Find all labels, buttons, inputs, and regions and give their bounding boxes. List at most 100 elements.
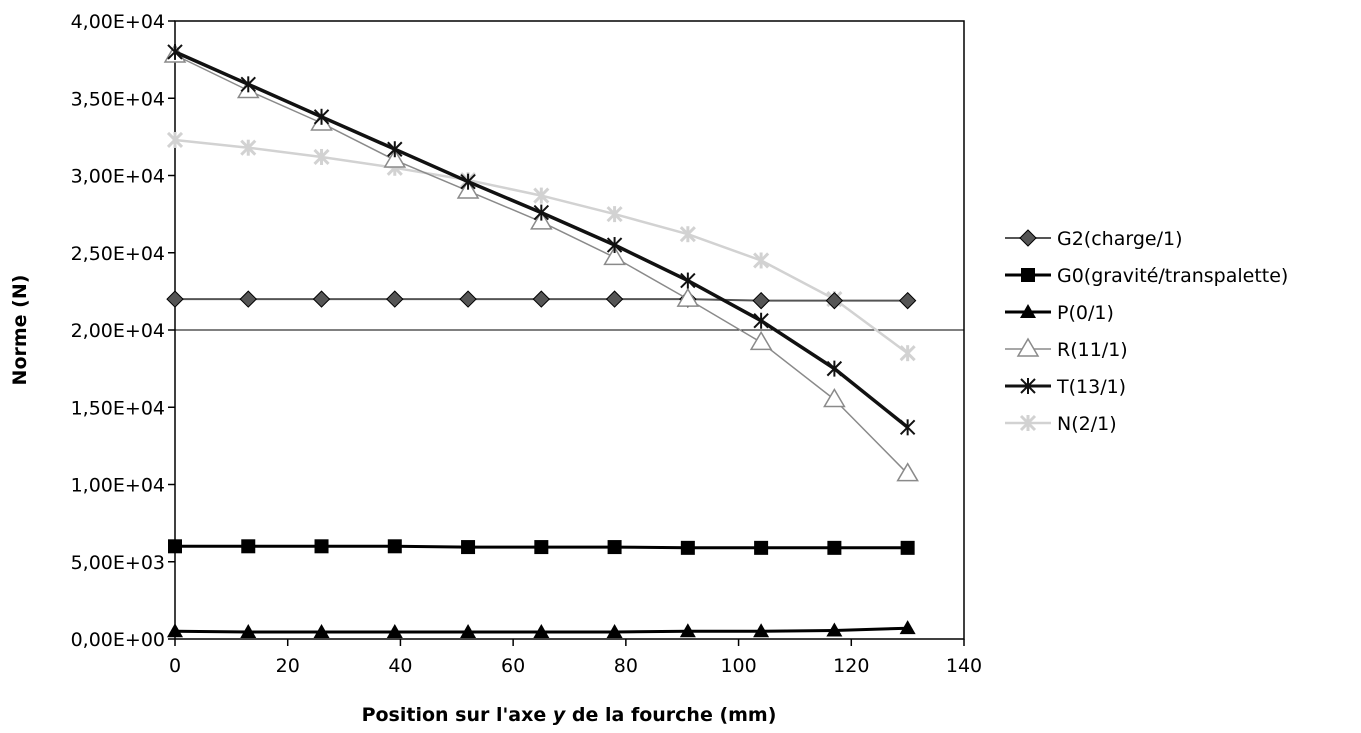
legend-marker (1021, 268, 1035, 282)
y-tick-label: 4,00E+04 (71, 11, 165, 33)
data-point (899, 345, 916, 362)
data-point (533, 204, 550, 221)
y-axis-title: Norme (N) (9, 275, 31, 386)
y-tick-label: 2,00E+04 (71, 320, 165, 342)
y-tick-label: 2,50E+04 (71, 243, 165, 265)
data-point (313, 624, 330, 639)
legend-marker (1019, 229, 1037, 247)
data-point (313, 148, 330, 166)
data-point (314, 539, 329, 554)
data-point (386, 624, 403, 639)
data-point (606, 237, 623, 254)
data-point (167, 623, 183, 638)
legend-marker (1020, 304, 1036, 318)
legend-item: R(11/1) (1005, 337, 1128, 361)
x-axis-title-variable: y (553, 704, 567, 726)
y-axis: 0,00E+00 5,00E+03 1,00E+04 1,50E+04 2,00E+04… (71, 11, 175, 651)
data-point (680, 540, 695, 555)
series (168, 539, 915, 555)
data-point (753, 252, 770, 269)
data-point (603, 245, 626, 266)
x-tick-label: 140 (946, 655, 982, 677)
data-point (240, 624, 257, 639)
series-layer (163, 43, 919, 639)
data-point (606, 206, 623, 223)
x-tick-label: 0 (169, 655, 181, 677)
legend-label: G2(charge/1) (1057, 228, 1183, 250)
data-point (753, 312, 769, 329)
data-point (899, 419, 916, 436)
data-point (899, 620, 916, 635)
data-point (533, 624, 550, 639)
x-axis-title-end: de la fourche (mm) (565, 704, 776, 726)
data-point (826, 622, 843, 637)
data-point (460, 173, 476, 190)
series (166, 131, 916, 362)
x-axis-title: Position sur l'axe y de la fourche (mm) (362, 704, 777, 726)
legend-marker (1019, 414, 1037, 432)
data-point (386, 290, 404, 308)
data-point (167, 43, 183, 60)
data-point (676, 287, 700, 307)
legend-item: G2(charge/1) (1005, 228, 1183, 250)
data-point (826, 360, 843, 377)
data-point (898, 291, 917, 310)
legend-item: P(0/1) (1005, 302, 1114, 324)
data-point (532, 290, 551, 308)
legend-item: N(2/1) (1005, 413, 1117, 435)
y-tick-label: 3,50E+04 (71, 88, 165, 110)
x-tick-label: 100 (720, 655, 756, 677)
data-point (312, 290, 331, 308)
data-point (825, 291, 844, 310)
data-point (168, 539, 182, 554)
data-point (459, 290, 477, 308)
series (163, 43, 919, 482)
data-point (239, 290, 257, 308)
legend-label: G0(gravité/transpalette) (1057, 265, 1288, 287)
data-point (241, 539, 256, 554)
legend-label: P(0/1) (1057, 302, 1114, 324)
series (167, 620, 916, 639)
data-point (605, 290, 624, 308)
y-tick-label: 5,00E+03 (71, 552, 165, 574)
data-point (534, 540, 549, 555)
x-tick-label: 120 (833, 655, 869, 677)
plot-area (163, 20, 965, 640)
data-point (460, 624, 477, 639)
data-point (533, 187, 550, 204)
data-point (240, 139, 257, 156)
x-tick-label: 60 (501, 655, 525, 677)
data-point (753, 623, 770, 638)
data-point (900, 540, 915, 555)
legend-marker (1020, 378, 1036, 394)
legend-label: T(13/1) (1056, 376, 1126, 398)
y-tick-label: 1,00E+04 (71, 475, 165, 497)
x-axis: 0 20 40 60 80 100 120 140 (169, 639, 982, 677)
series (167, 43, 916, 436)
series-line (174, 54, 909, 475)
data-point (754, 540, 769, 555)
series-line (174, 138, 909, 355)
data-point (823, 388, 846, 408)
legend-item: G0(gravité/transpalette) (1005, 265, 1288, 287)
x-axis-title-start: Position sur l'axe (362, 704, 553, 726)
data-point (606, 624, 623, 639)
data-point (896, 462, 919, 482)
x-tick-label: 40 (388, 655, 412, 677)
data-point (679, 623, 696, 638)
data-point (383, 148, 407, 168)
data-point (752, 291, 770, 310)
y-tick-label: 1,50E+04 (71, 397, 165, 419)
data-point (166, 131, 184, 149)
legend-item: T(13/1) (1005, 376, 1126, 398)
series (166, 290, 917, 310)
legend-label: R(11/1) (1057, 339, 1128, 361)
data-point (461, 540, 476, 555)
data-point (749, 330, 773, 351)
x-tick-label: 80 (614, 655, 638, 677)
legend: G2(charge/1) G0(gravité/transpalette) P(0/… (1005, 228, 1288, 435)
y-tick-label: 0,00E+00 (71, 629, 165, 651)
data-point (313, 108, 330, 125)
data-point (607, 540, 622, 555)
